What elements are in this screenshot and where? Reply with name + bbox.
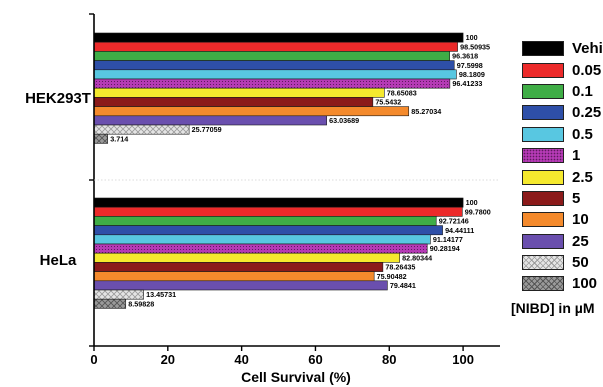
- bar-hela-vehicle: [93, 197, 464, 208]
- legend-units-label: [NIBD] in µM: [511, 300, 595, 316]
- bar-hek293t-0-25: [93, 60, 455, 71]
- group-label-hela: HeLa: [40, 252, 77, 269]
- data-label-hek293t-50: 25.77059: [192, 125, 222, 134]
- data-label-hek293t-0-1: 96.3618: [452, 52, 478, 61]
- data-label-hek293t-1: 96.41233: [452, 79, 482, 88]
- data-label-hek293t-0-5: 98.1809: [459, 70, 485, 79]
- legend-item-0-5: 0.5: [522, 124, 603, 145]
- legend-item-0-1: 0.1: [522, 81, 603, 102]
- data-label-hela-100: 8.59828: [128, 299, 154, 308]
- x-tick-label-80: 80: [382, 352, 396, 367]
- data-label-hela-2-5: 82.80344: [402, 253, 432, 262]
- bar-hek293t-5: [93, 97, 374, 107]
- data-label-hek293t-vehicle: 100: [466, 33, 478, 42]
- data-label-hek293t-5: 75.5432: [375, 98, 401, 107]
- legend-label-25: 25: [572, 232, 589, 250]
- legend-item-10: 10: [522, 209, 603, 230]
- bar-hela-0-5: [93, 234, 431, 245]
- bar-hela-1: [93, 243, 428, 254]
- data-label-hela-50: 13.45731: [146, 290, 176, 299]
- legend-item-1: 1: [522, 145, 603, 166]
- legend-label-vehicle: Vehicle: [572, 40, 603, 58]
- bar-hek293t-vehicle: [93, 32, 464, 43]
- legend-item-vehicle: Vehicle: [522, 38, 603, 59]
- bar-hela-0-05: [93, 206, 463, 217]
- legend-swatch-0-25: [522, 105, 564, 121]
- bar-hela-2-5: [93, 252, 400, 263]
- bar-hela-0-1: [93, 216, 437, 226]
- legend-swatch-0-05: [522, 62, 564, 78]
- legend-swatch-vehicle: [522, 41, 564, 57]
- data-label-hela-5: 78.26435: [385, 263, 415, 272]
- legend-label-0-25: 0.25: [572, 104, 602, 122]
- bar-hek293t-0-5: [93, 69, 457, 80]
- legend-swatch-2-5: [522, 169, 564, 185]
- legend-swatch-5: [522, 190, 564, 206]
- legend-label-10: 10: [572, 211, 589, 229]
- bars-layer: 10098.5093596.361897.599898.180996.41233…: [25, 32, 491, 309]
- axes-layer: 0 20 40 60 80 100: [89, 13, 500, 367]
- data-label-hek293t-25: 63.03689: [329, 116, 359, 125]
- legend-swatch-25: [522, 233, 564, 249]
- legend-swatch-0-1: [522, 83, 564, 99]
- x-tick-label-40: 40: [234, 352, 248, 367]
- legend-label-50: 50: [572, 254, 589, 272]
- data-label-hela-0-1: 92.72146: [439, 217, 469, 226]
- legend-label-0-1: 0.1: [572, 82, 593, 100]
- bar-hela-50: [93, 289, 144, 300]
- group-label-hek293t: HEK293T: [25, 90, 91, 107]
- bar-hek293t-0-1: [93, 51, 450, 61]
- legend-swatch-50: [522, 255, 564, 271]
- x-tick-label-20: 20: [161, 352, 175, 367]
- data-label-hek293t-0-25: 97.5998: [457, 61, 483, 70]
- data-label-hek293t-100: 3.714: [110, 134, 128, 143]
- x-tick-label-0: 0: [90, 352, 97, 367]
- bar-hek293t-1: [93, 78, 451, 89]
- legend-label-5: 5: [572, 189, 581, 207]
- legend-item-0-25: 0.25: [522, 102, 603, 123]
- legend-label-100: 100: [572, 275, 598, 293]
- bar-hela-5: [93, 262, 384, 272]
- legend-item-2-5: 2.5: [522, 166, 603, 187]
- legend-label-0-05: 0.05: [572, 61, 602, 79]
- legend: Vehicle 0.05 0.1 0.25 0.5 1 2.5 5 10 25 50 100: [522, 38, 603, 295]
- bar-hek293t-0-05: [93, 41, 458, 52]
- bar-hela-10: [93, 271, 375, 282]
- legend-label-2-5: 2.5: [572, 168, 593, 186]
- x-axis-label: Cell Survival (%): [241, 369, 351, 385]
- bar-hek293t-2-5: [93, 87, 385, 98]
- legend-swatch-0-5: [522, 126, 564, 142]
- legend-swatch-100: [522, 276, 564, 292]
- x-tick-label-60: 60: [308, 352, 322, 367]
- legend-item-25: 25: [522, 231, 603, 252]
- x-tick-label-100: 100: [452, 352, 474, 367]
- data-label-hela-vehicle: 100: [466, 198, 478, 207]
- bar-hela-25: [93, 280, 388, 291]
- bar-hek293t-50: [93, 124, 190, 135]
- bar-hek293t-10: [93, 106, 410, 117]
- data-label-hela-0-5: 91.14177: [433, 235, 463, 244]
- data-label-hek293t-2-5: 78.65083: [387, 88, 417, 97]
- legend-swatch-1: [522, 148, 564, 164]
- bar-hela-100: [93, 298, 127, 309]
- data-label-hela-0-25: 94.44111: [445, 226, 474, 235]
- legend-item-100: 100: [522, 273, 603, 294]
- data-label-hela-0-05: 99.7800: [465, 207, 491, 216]
- data-label-hela-1: 90.28194: [430, 244, 460, 253]
- data-label-hek293t-0-05: 98.50935: [460, 42, 490, 51]
- bar-hela-0-25: [93, 225, 443, 236]
- data-label-hela-25: 79.4841: [390, 281, 416, 290]
- bar-hek293t-100: [93, 133, 109, 144]
- data-label-hek293t-10: 85.27034: [411, 107, 441, 116]
- legend-item-0-05: 0.05: [522, 59, 603, 80]
- legend-item-50: 50: [522, 252, 603, 273]
- legend-label-1: 1: [572, 147, 581, 165]
- legend-swatch-10: [522, 212, 564, 228]
- data-label-hela-10: 75.90482: [377, 272, 407, 281]
- legend-label-0-5: 0.5: [572, 125, 593, 143]
- legend-item-5: 5: [522, 188, 603, 209]
- bar-hek293t-25: [93, 115, 327, 126]
